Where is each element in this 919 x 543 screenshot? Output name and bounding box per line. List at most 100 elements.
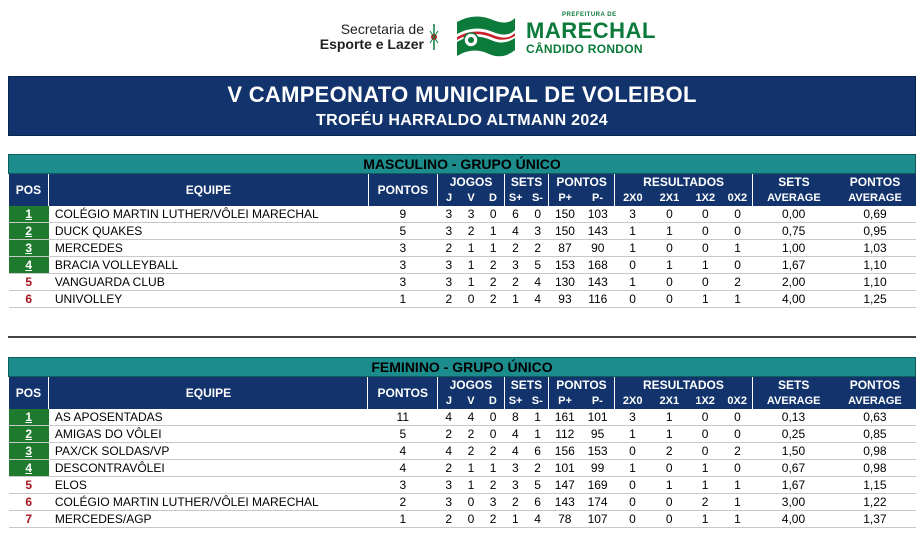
col-pontos-average-2: AVERAGE	[834, 190, 916, 206]
sets-lost-cell: 3	[526, 222, 549, 240]
col-pontos-average-2: AVERAGE	[834, 393, 916, 409]
result-2x1-cell: 0	[650, 273, 689, 291]
points-scored-cell: 101	[548, 459, 581, 477]
col-1x2: 1X2	[687, 393, 723, 409]
table-row: 2 AMIGAS DO VÔLEI 5 2 2 0 4 1 112 95 1 1 0 0 0,25 0,85	[8, 425, 916, 443]
prefeitura-logo: PREFEITURA DE MARECHAL CÂNDIDO RONDON	[526, 12, 656, 55]
result-0x2-cell: 1	[722, 493, 753, 511]
table-row: 6 COLÉGIO MARTIN LUTHER/VÔLEI MARECHAL 2 3 0…	[8, 493, 916, 511]
points-conceded-cell: 143	[581, 273, 615, 291]
result-1x2-cell: 1	[687, 510, 723, 528]
team-name: COLÉGIO MARTIN LUTHER/VÔLEI MARECHAL	[48, 493, 368, 511]
points-average-cell: 1,03	[834, 239, 916, 257]
prefeitura-name: MARECHAL	[526, 18, 656, 43]
points-conceded-cell: 101	[580, 408, 615, 426]
result-0x2-cell: 1	[722, 239, 753, 257]
table-row: 4 DESCONTRAVÔLEI 4 2 1 1 3 2 101 99 1 0 1 0 0,67 0,98	[8, 459, 916, 477]
table-row: 7 MERCEDES/AGP 1 2 0 2 1 4 78 107 0 0 1 1 4,00 1,37	[8, 510, 916, 528]
col-resultados: RESULTADOS	[613, 376, 753, 394]
col-2x1: 2X1	[650, 190, 689, 206]
sets-average-cell: 1,50	[752, 442, 835, 460]
result-2x0-cell: 0	[614, 442, 651, 460]
col-0x2: 0X2	[722, 190, 753, 206]
col-d: D	[482, 190, 505, 206]
points-cell: 11	[367, 408, 438, 426]
points-conceded-cell: 107	[580, 510, 615, 528]
wins-cell: 0	[459, 493, 483, 511]
sets-lost-cell: 2	[526, 239, 549, 257]
wins-cell: 2	[459, 425, 483, 443]
games-played-cell: 4	[437, 442, 460, 460]
games-played-cell: 2	[437, 510, 460, 528]
wins-cell: 1	[459, 459, 483, 477]
table-row: 6 UNIVOLLEY 1 2 0 2 1 4 93 116 0 0 1 1 4,00 1,25	[8, 290, 916, 308]
col-s-plus: S+	[503, 393, 527, 409]
games-played-cell: 2	[437, 425, 460, 443]
team-name: DUCK QUAKES	[48, 222, 369, 240]
result-2x1-cell: 0	[650, 290, 689, 308]
standings-table-feminino: FEMININO - GRUPO ÚNICO POS EQUIPE PONTOS…	[8, 357, 916, 528]
points-average-cell: 1,15	[834, 476, 916, 494]
sets-lost-cell: 6	[526, 493, 549, 511]
secretaria-emblem-icon	[429, 24, 439, 50]
result-0x2-cell: 0	[722, 205, 753, 223]
points-scored-cell: 153	[548, 256, 582, 274]
sets-won-cell: 1	[504, 290, 527, 308]
secretaria-line2: Esporte e Lazer	[319, 36, 424, 52]
wins-cell: 3	[459, 205, 483, 223]
points-average-cell: 0,85	[834, 425, 916, 443]
table-row: 4 BRACIA VOLLEYBALL 3 3 1 2 3 5 153 168 0 1 1 0 1,67 1,…	[8, 256, 916, 274]
header-logos: Secretaria de Esporte e Lazer PREFEITURA…	[0, 0, 919, 72]
points-cell: 3	[367, 476, 438, 494]
games-played-cell: 3	[437, 493, 460, 511]
sets-won-cell: 6	[504, 205, 527, 223]
sets-average-cell: 0,67	[752, 459, 835, 477]
result-0x2-cell: 2	[722, 273, 753, 291]
sets-lost-cell: 5	[526, 256, 549, 274]
points-conceded-cell: 143	[581, 222, 615, 240]
col-pontos-pm: PONTOS	[548, 376, 615, 394]
pos-cell: 5	[8, 273, 49, 291]
sets-average-cell: 4,00	[752, 290, 835, 308]
championship-title: V CAMPEONATO MUNICIPAL DE VOLEIBOL	[227, 82, 697, 107]
col-pos: POS	[8, 173, 50, 206]
marechal-flag-logo-icon	[457, 16, 515, 57]
result-2x0-cell: 0	[614, 493, 651, 511]
col-j: J	[437, 393, 460, 409]
losses-cell: 1	[482, 222, 505, 240]
result-0x2-cell: 0	[722, 425, 753, 443]
result-1x2-cell: 1	[687, 459, 723, 477]
col-2x0: 2X0	[613, 190, 651, 206]
sets-won-cell: 1	[504, 510, 527, 528]
points-scored-cell: 130	[548, 273, 582, 291]
pos-cell: 2	[8, 222, 49, 240]
prefeitura-city: CÂNDIDO RONDON	[526, 42, 643, 56]
table-row: 3 PAX/CK SOLDAS/VP 4 4 2 2 4 6 156 153 0 2 0 2 1,50 0,9…	[8, 442, 916, 460]
points-conceded-cell: 169	[580, 476, 615, 494]
result-1x2-cell: 2	[687, 493, 723, 511]
losses-cell: 2	[482, 273, 505, 291]
sets-average-cell: 3,00	[752, 493, 835, 511]
wins-cell: 1	[459, 256, 483, 274]
sets-lost-cell: 4	[526, 510, 549, 528]
result-0x2-cell: 1	[722, 476, 753, 494]
sets-won-cell: 4	[504, 425, 527, 443]
result-2x0-cell: 1	[614, 273, 651, 291]
col-p-minus: P-	[580, 393, 615, 409]
sets-lost-cell: 5	[526, 476, 549, 494]
sets-won-cell: 3	[504, 256, 527, 274]
team-name: AS APOSENTADAS	[48, 408, 368, 426]
col-pontos-average-1: PONTOS	[834, 376, 916, 394]
trophy-subtitle: TROFÉU HARRALDO ALTMANN 2024	[316, 112, 608, 129]
pos-cell: 7	[8, 510, 49, 528]
wins-cell: 1	[459, 239, 483, 257]
result-0x2-cell: 2	[722, 442, 753, 460]
games-played-cell: 3	[437, 222, 460, 240]
sets-average-cell: 0,00	[752, 205, 835, 223]
col-sets-average-1: SETS	[752, 173, 835, 191]
col-p-plus: P+	[548, 393, 581, 409]
points-conceded-cell: 95	[580, 425, 615, 443]
team-name: UNIVOLLEY	[48, 290, 369, 308]
wins-cell: 1	[459, 476, 483, 494]
col-j: J	[437, 190, 460, 206]
